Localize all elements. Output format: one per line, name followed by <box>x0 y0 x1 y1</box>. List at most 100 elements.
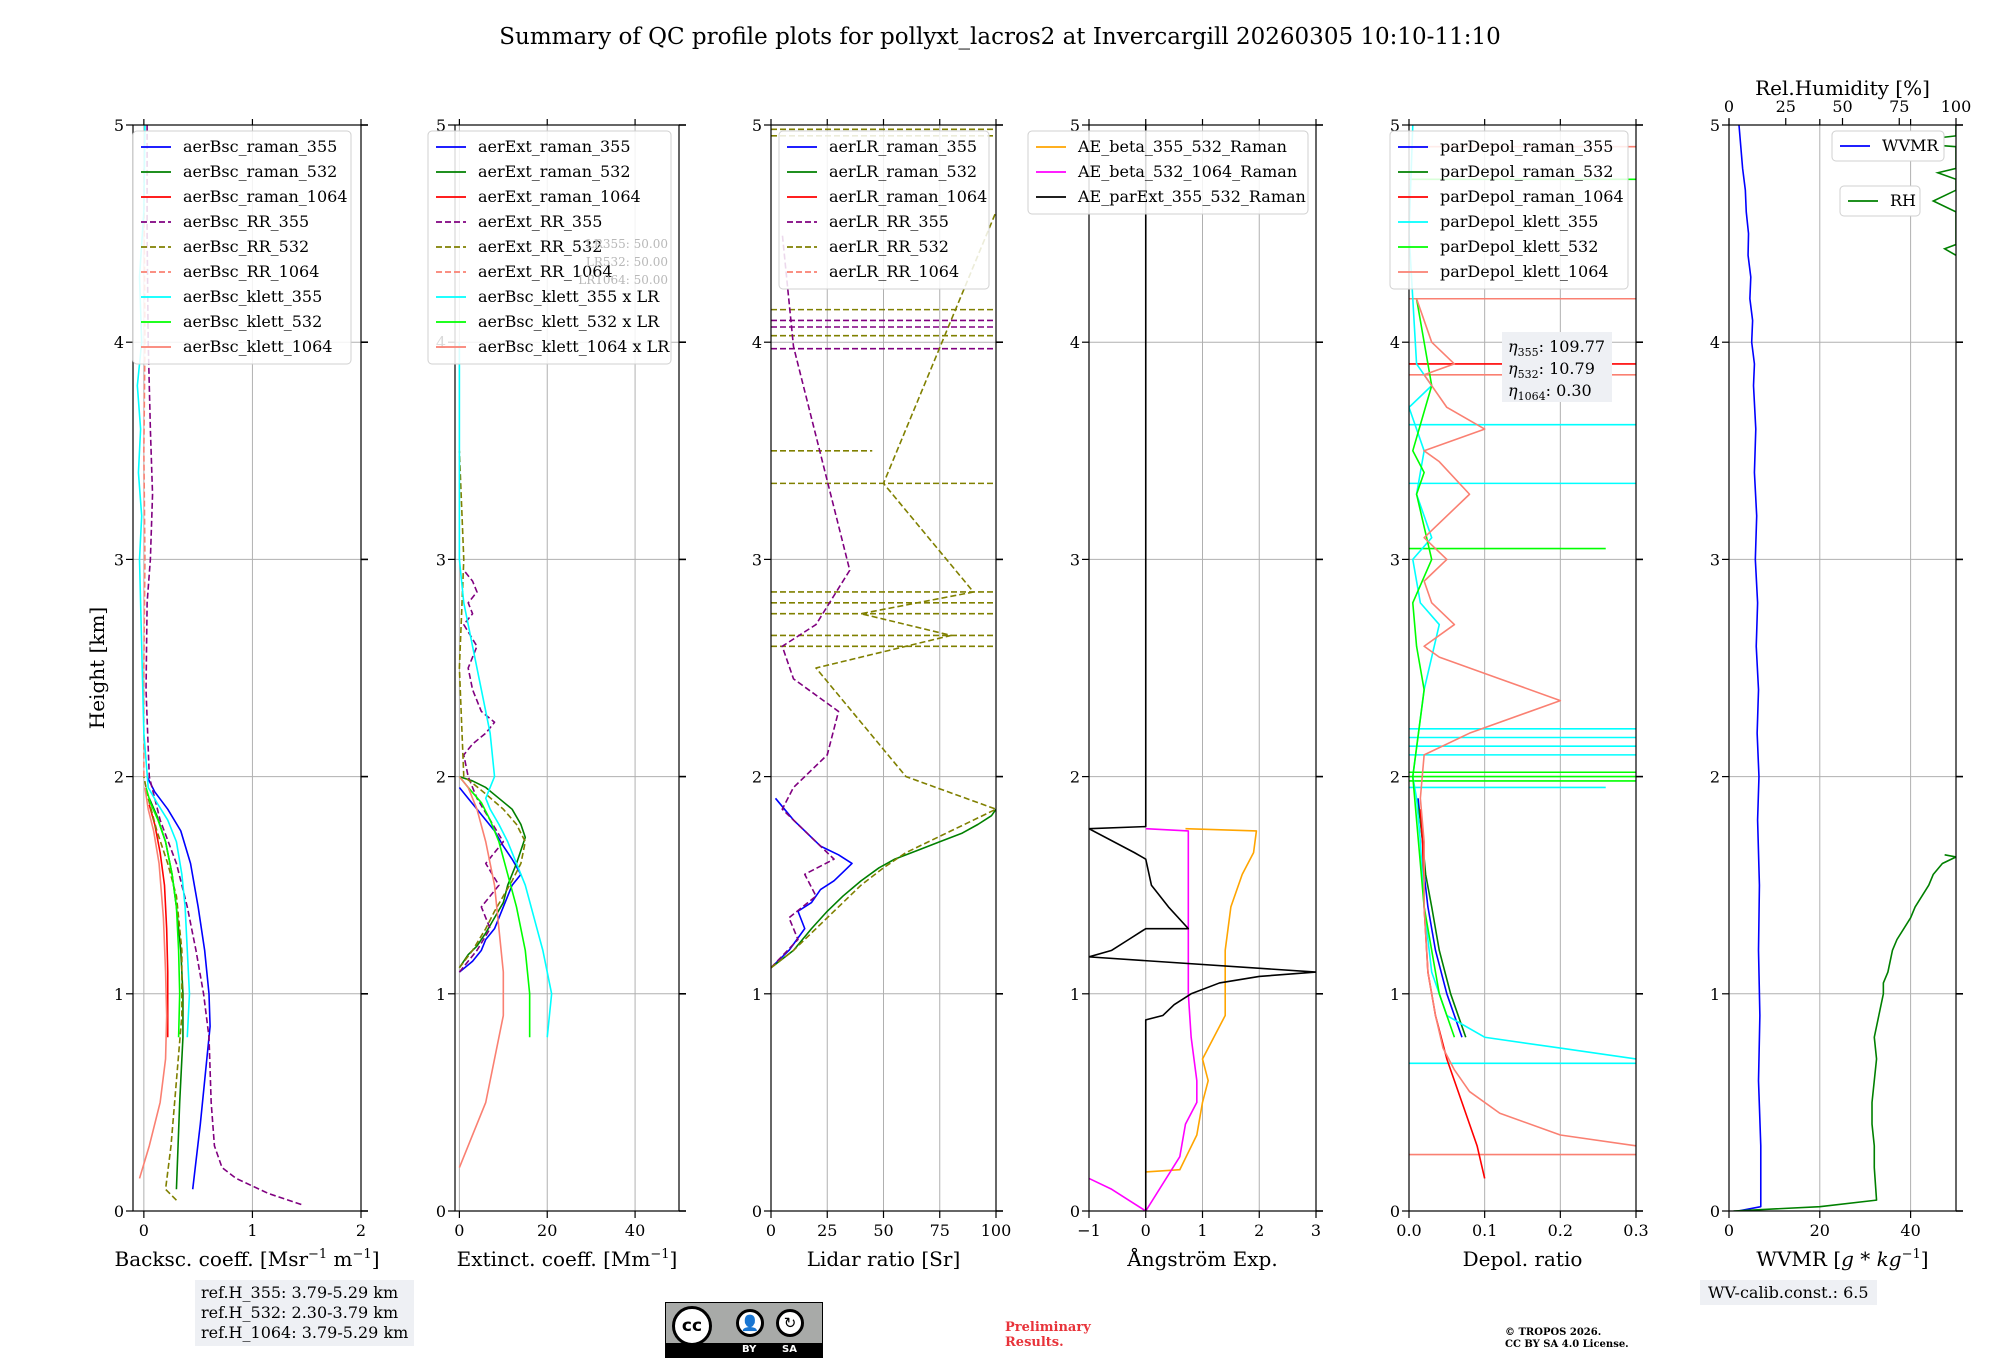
y-tick-label: 2 <box>1710 768 1720 787</box>
series-AE_beta_355_532_Raman <box>1145 827 1258 1173</box>
series-parDepol_klett_1064 <box>1415 298 1636 1147</box>
panel-bsc: 0 1 2 0 1 2 3 4 5 Backsc. coeff. [Msr−1 m−1] Heigh… <box>85 116 380 1271</box>
legend-label: parDepol_klett_532 <box>1440 237 1598 256</box>
x-tick-label: 50 <box>873 1221 893 1240</box>
badge-by: BY <box>742 1344 757 1355</box>
copyright-line-2: CC BY SA 4.0 License. <box>1505 1339 1629 1350</box>
x-tick-label: 0 <box>1724 1221 1734 1240</box>
legend-label: AE_beta_355_532_Raman <box>1077 137 1287 156</box>
legend-box <box>1839 185 1921 217</box>
y-tick-label: 2 <box>752 768 762 787</box>
y-tick-label: 1 <box>1390 985 1400 1004</box>
share-alike-icon: ↻ <box>776 1309 804 1337</box>
y-tick-label: 3 <box>1710 550 1720 569</box>
y-tick-label: 5 <box>1390 116 1400 135</box>
lr-note: LR532: 50.00 <box>586 255 668 269</box>
axes-frame <box>132 124 362 1212</box>
series-AE_beta_532_1064_Raman <box>1089 827 1198 1211</box>
x-tick-label: 0.3 <box>1623 1221 1648 1240</box>
legend-label: aerBsc_RR_532 <box>183 237 309 256</box>
eta-box <box>1502 332 1612 402</box>
lr-note: LR355: 50.00 <box>586 237 668 251</box>
series-aerLR_RR_532 <box>771 211 996 969</box>
eta-value: η532: 10.79 <box>1508 359 1595 381</box>
legend-label: aerExt_raman_355 <box>478 137 631 156</box>
x-tick-label: 0 <box>139 1221 149 1240</box>
y-tick-label: 5 <box>752 116 762 135</box>
legend-label: aerLR_RR_355 <box>829 212 949 231</box>
y-tick-label: 2 <box>1390 768 1400 787</box>
legend-box <box>427 130 672 365</box>
eta-value: η355: 109.77 <box>1508 337 1605 359</box>
y-tick-label: 5 <box>1070 116 1080 135</box>
series-aerBsc_klett_1064 <box>138 787 168 1179</box>
legend: parDepol_raman_355 parDepol_raman_532 parD… <box>1389 130 1629 290</box>
x2-tick-label: 75 <box>1889 97 1909 116</box>
x-tick-label: 2 <box>1254 1221 1264 1240</box>
y-tick-label: 2 <box>436 768 446 787</box>
y-tick-label: 5 <box>114 116 124 135</box>
legend-label: aerExt_raman_532 <box>478 162 631 181</box>
y-tick-label: 3 <box>436 550 446 569</box>
legend-label: aerLR_raman_532 <box>829 162 977 181</box>
y-tick-label: 4 <box>114 333 124 352</box>
plot-area <box>1089 125 1316 1211</box>
y-tick-label: 2 <box>114 768 124 787</box>
y-tick-label: 4 <box>752 333 762 352</box>
legend-label: parDepol_klett_355 <box>1440 212 1598 231</box>
series-WVMR <box>1737 125 1762 1211</box>
series-aerBsc_raman_355 <box>146 776 211 1190</box>
legend: aerLR_raman_355 aerLR_raman_532 aerLR_rama… <box>778 130 990 290</box>
ref-height-355: ref.H_355: 3.79-5.29 km <box>201 1283 399 1302</box>
plot-area <box>136 125 302 1206</box>
figure-title: Summary of QC profile plots for pollyxt_… <box>499 24 1500 50</box>
legend-label: aerExt_raman_1064 <box>478 187 641 206</box>
legend-label: parDepol_raman_355 <box>1440 137 1613 156</box>
y-tick-label: 1 <box>436 985 446 1004</box>
x-tick-label: 0.1 <box>1472 1221 1497 1240</box>
badge-sa: SA <box>782 1344 797 1355</box>
legend-label: aerBsc_klett_1064 <box>183 337 332 356</box>
y-tick-label: 0 <box>436 1202 446 1221</box>
panel-ext: 02040012345Extinct. coeff. [Mm−1]aerExt_… <box>427 116 686 1271</box>
legend-box <box>1389 130 1629 290</box>
x2-axis-label: Rel.Humidity [%] <box>1755 76 1930 100</box>
legend-label: aerLR_raman_1064 <box>829 187 987 206</box>
cc-by-sa-badge: cc 👤 ↻ BY SA <box>665 1302 823 1358</box>
reference-height-box: ref.H_355: 3.79-5.29 km ref.H_532: 2.30-… <box>195 1280 415 1346</box>
axes-frame <box>1408 124 1637 1212</box>
y-tick-label: 0 <box>114 1202 124 1221</box>
x-tick-label: 75 <box>930 1221 950 1240</box>
x-tick-label: 20 <box>1810 1221 1830 1240</box>
legend: AE_beta_355_532_Raman AE_beta_532_1064_Ra… <box>1027 130 1309 215</box>
x-tick-label: 0 <box>454 1221 464 1240</box>
x-axis-label: Extinct. coeff. [Mm−1] <box>457 1247 678 1271</box>
legend-label: parDepol_raman_532 <box>1440 162 1613 181</box>
series-aerLR_raman_532 <box>771 808 996 969</box>
plot-area <box>771 128 996 969</box>
x2-tick-label: 100 <box>1941 97 1972 116</box>
y-tick-label: 3 <box>1390 550 1400 569</box>
series-aerBsc_RR_355 <box>145 125 302 1206</box>
x-tick-label: 0 <box>1141 1221 1151 1240</box>
legend: aerBsc_raman_355 aerBsc_raman_532 aerBsc_r… <box>132 130 352 365</box>
cc-logo-icon: cc <box>672 1306 712 1346</box>
x2-tick-label: 50 <box>1832 97 1852 116</box>
x-tick-label: 3 <box>1311 1221 1321 1240</box>
legend-label: aerBsc_klett_355 x LR <box>478 287 660 306</box>
x-tick-label: 25 <box>817 1221 837 1240</box>
legend-label: aerLR_raman_355 <box>829 137 977 156</box>
x-tick-label: 40 <box>625 1221 645 1240</box>
preliminary-line-2: Results. <box>1005 1335 1064 1350</box>
badge-band <box>666 1343 822 1357</box>
copyright-line-1: © TROPOS 2026. <box>1505 1327 1602 1338</box>
legend-box <box>1027 130 1309 215</box>
series-aerBsc_klett_532 x LR <box>458 776 531 1038</box>
x-axis-label: Backsc. coeff. [Msr−1 m−1] <box>115 1247 380 1271</box>
axes-frame <box>454 124 680 1212</box>
legend-label: RH <box>1890 191 1916 210</box>
panel-lr: 0 25 50 75 100 0 1 2 3 4 5 Lidar ratio [Sr] aerLR_ra… <box>752 116 1011 1271</box>
x2-tick-label: 25 <box>1776 97 1796 116</box>
y-tick-label: 1 <box>1710 985 1720 1004</box>
attribution-icon: 👤 <box>736 1309 764 1337</box>
